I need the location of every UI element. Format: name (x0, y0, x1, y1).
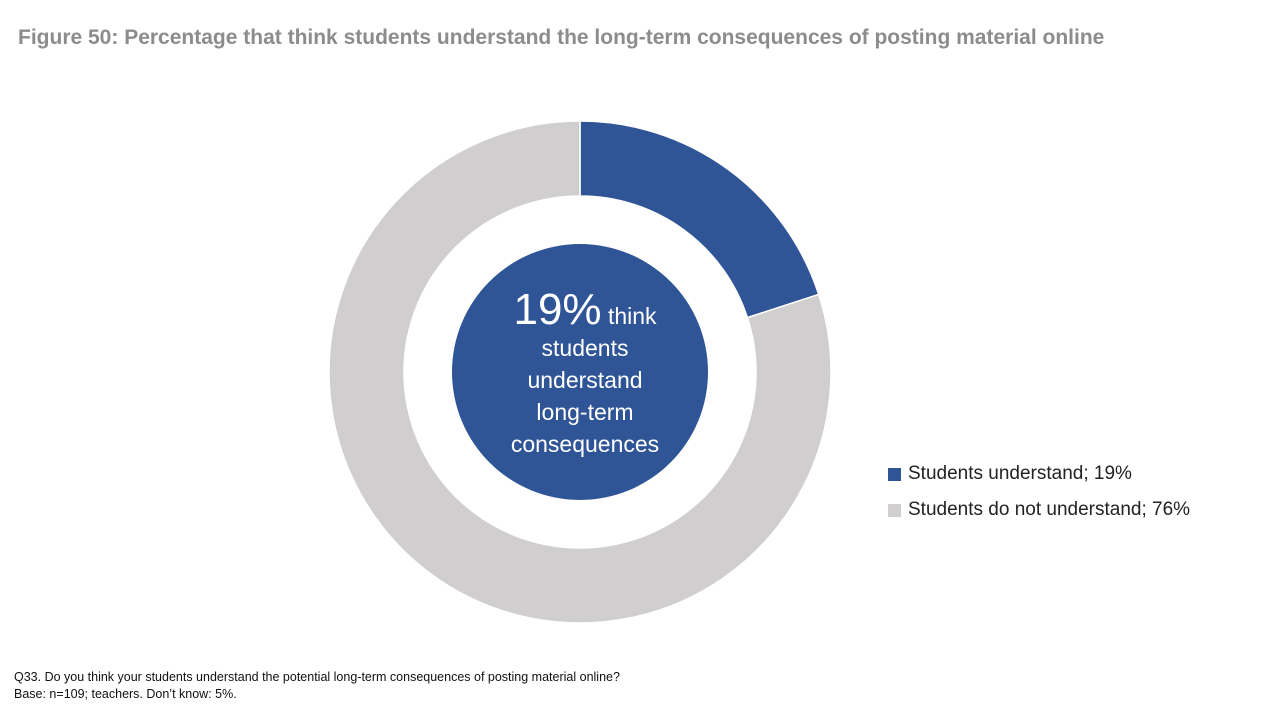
legend-label-understand: Students understand; 19% (908, 463, 1132, 484)
legend-item-not-understand: Students do not understand; 76% (888, 497, 1190, 523)
donut-slice-not-understand (328, 120, 832, 624)
center-label-line2: students (541, 335, 629, 361)
footnote: Q33. Do you think your students understa… (14, 669, 620, 703)
center-label-line3: understand (527, 367, 643, 393)
center-label: 19% think students understand long-term … (458, 288, 712, 460)
legend-item-understand: Students understand; 19% (888, 461, 1190, 487)
center-label-line5: consequences (510, 431, 660, 457)
center-label-value: 19% (513, 285, 602, 334)
legend: Students understand; 19% Students do not… (888, 461, 1190, 533)
center-circle (452, 244, 708, 500)
center-label-line1: think (607, 303, 657, 329)
chart-title: Figure 50: Percentage that think student… (18, 26, 1105, 49)
footnote-base: Base: n=109; teachers. Don’t know: 5%. (14, 687, 237, 701)
legend-label-not-understand: Students do not understand; 76% (908, 499, 1191, 520)
center-label-line4: long-term (536, 399, 634, 425)
footnote-question: Q33. Do you think your students understa… (14, 670, 620, 684)
legend-swatch-not-understand (888, 503, 901, 517)
legend-swatch-understand (888, 467, 901, 481)
